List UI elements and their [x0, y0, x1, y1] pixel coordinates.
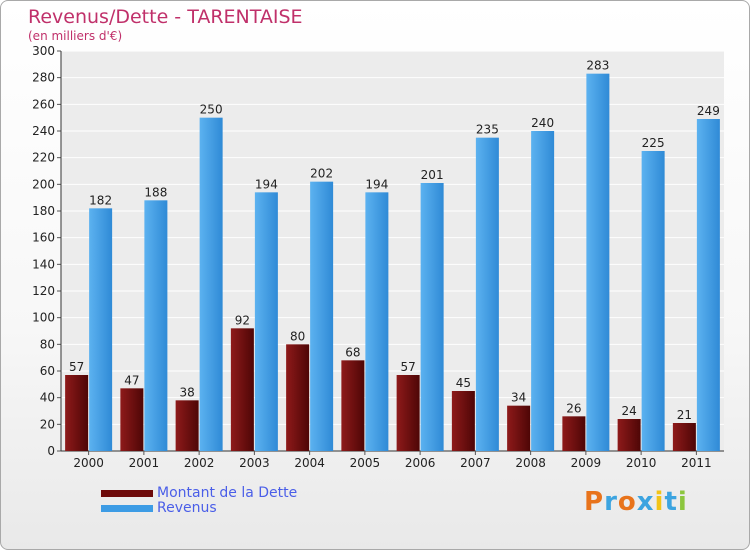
- x-tick-label: 2006: [405, 456, 436, 470]
- bar-dette: [286, 344, 310, 451]
- chart-title: Revenus/Dette - TARENTAISE: [28, 6, 303, 28]
- y-tick-label: 40: [40, 391, 55, 405]
- bar-dette: [396, 375, 420, 451]
- bar-dette: [562, 416, 586, 451]
- logo-letter: t: [664, 487, 678, 517]
- legend-swatch-revenus: [101, 505, 153, 512]
- legend-label-revenus: Revenus: [157, 500, 217, 516]
- bar-revenus: [531, 131, 555, 451]
- bar-revenus: [144, 200, 168, 451]
- logo-letter: r: [604, 487, 618, 517]
- x-tick-label: 2003: [239, 456, 270, 470]
- bar-revenus: [420, 183, 444, 451]
- bar-dette: [175, 400, 199, 451]
- data-label-dette: 26: [566, 401, 581, 415]
- bar-revenus: [641, 151, 665, 451]
- y-tick-label: 20: [40, 417, 55, 431]
- data-label-revenus: 182: [89, 193, 112, 207]
- x-tick-label: 2005: [350, 456, 381, 470]
- bar-dette: [120, 388, 144, 451]
- data-label-dette: 24: [621, 404, 636, 418]
- bar-dette: [341, 360, 365, 451]
- data-label-dette: 45: [456, 376, 471, 390]
- bar-dette: [65, 375, 89, 451]
- x-tick-label: 2002: [184, 456, 215, 470]
- data-label-dette: 92: [235, 313, 250, 327]
- x-tick-label: 2008: [515, 456, 546, 470]
- bar-dette: [451, 391, 475, 451]
- bar-dette: [672, 423, 696, 451]
- bar-revenus: [475, 137, 499, 451]
- y-tick-label: 200: [32, 177, 55, 191]
- data-label-revenus: 194: [365, 177, 388, 191]
- x-tick-label: 2000: [73, 456, 104, 470]
- y-tick-label: 0: [47, 444, 55, 458]
- x-tick-label: 2011: [681, 456, 712, 470]
- bar-revenus: [310, 181, 334, 451]
- data-label-dette: 68: [345, 345, 360, 359]
- bar-revenus: [365, 192, 389, 452]
- chart-subtitle: (en milliers d'€): [28, 29, 123, 43]
- y-tick-label: 240: [32, 124, 55, 138]
- x-tick-label: 2007: [460, 456, 491, 470]
- x-tick-label: 2010: [626, 456, 657, 470]
- bar-revenus: [199, 117, 223, 452]
- y-tick-label: 180: [32, 204, 55, 218]
- data-label-revenus: 201: [421, 168, 444, 182]
- data-label-revenus: 188: [144, 185, 167, 199]
- data-label-dette: 38: [179, 385, 194, 399]
- plot-area: [61, 51, 724, 451]
- x-tick-label: 2009: [571, 456, 602, 470]
- data-label-revenus: 202: [310, 167, 333, 181]
- bar-dette: [617, 419, 641, 451]
- y-tick-label: 100: [32, 311, 55, 325]
- logo-letter: i: [654, 487, 665, 517]
- proxiti-logo: Proxiti: [584, 487, 688, 517]
- data-label-revenus: 250: [200, 103, 223, 117]
- y-tick-label: 80: [40, 337, 55, 351]
- bar-revenus: [586, 73, 610, 452]
- y-tick-label: 140: [32, 257, 55, 271]
- data-label-revenus: 283: [586, 59, 609, 73]
- logo-letter: i: [677, 487, 688, 517]
- y-tick-label: 60: [40, 364, 55, 378]
- x-tick-label: 2001: [129, 456, 160, 470]
- data-label-revenus: 225: [642, 136, 665, 150]
- data-label-revenus: 240: [531, 116, 554, 130]
- data-label-dette: 34: [511, 391, 526, 405]
- x-tick-label: 2004: [294, 456, 325, 470]
- data-label-revenus: 194: [255, 177, 278, 191]
- bar-dette: [230, 328, 254, 451]
- y-tick-label: 160: [32, 231, 55, 245]
- data-label-dette: 21: [677, 408, 692, 422]
- data-label-dette: 57: [400, 360, 415, 374]
- bar-revenus: [696, 119, 720, 451]
- bar-dette: [507, 405, 531, 451]
- data-label-revenus: 249: [697, 104, 720, 118]
- y-tick-label: 120: [32, 284, 55, 298]
- logo-letter: P: [584, 487, 605, 517]
- y-tick-label: 260: [32, 97, 55, 111]
- data-label-revenus: 235: [476, 123, 499, 137]
- legend-swatch-dette: [101, 490, 153, 497]
- legend-label-dette: Montant de la Dette: [157, 485, 298, 501]
- logo-letter: x: [636, 487, 655, 517]
- bar-revenus: [254, 192, 278, 452]
- y-tick-label: 280: [32, 71, 55, 85]
- data-label-dette: 47: [124, 373, 139, 387]
- data-label-dette: 80: [290, 329, 305, 343]
- data-label-dette: 57: [69, 360, 84, 374]
- y-tick-label: 220: [32, 151, 55, 165]
- bar-revenus: [89, 208, 113, 451]
- y-tick-label: 300: [32, 44, 55, 58]
- logo-letter: o: [617, 487, 637, 517]
